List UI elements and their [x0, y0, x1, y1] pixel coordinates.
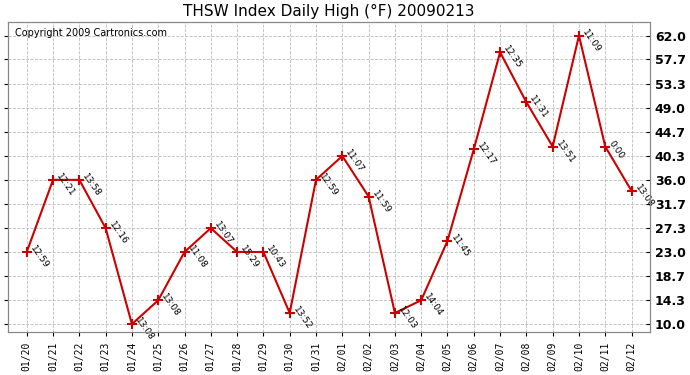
Text: 11:09: 11:09: [580, 28, 602, 54]
Title: THSW Index Daily High (°F) 20090213: THSW Index Daily High (°F) 20090213: [184, 4, 475, 19]
Text: 11:31: 11:31: [528, 94, 550, 121]
Text: 12:21: 12:21: [55, 172, 77, 198]
Text: 12:03: 12:03: [396, 305, 418, 332]
Text: 12:59: 12:59: [317, 172, 339, 198]
Text: 11:45: 11:45: [449, 233, 471, 259]
Text: 13:08: 13:08: [159, 292, 182, 319]
Text: 0:00: 0:00: [607, 139, 626, 160]
Text: 13:08: 13:08: [133, 316, 155, 342]
Text: Copyright 2009 Cartronics.com: Copyright 2009 Cartronics.com: [14, 28, 167, 38]
Text: 12:17: 12:17: [475, 141, 497, 168]
Text: 12:59: 12:59: [28, 244, 50, 270]
Text: 13:52: 13:52: [291, 305, 313, 332]
Text: 12:35: 12:35: [502, 44, 524, 70]
Text: 15:29: 15:29: [239, 244, 261, 270]
Text: 13:58: 13:58: [81, 172, 103, 198]
Text: 13:07: 13:07: [213, 220, 235, 246]
Text: 11:59: 11:59: [370, 189, 392, 215]
Text: 12:16: 12:16: [107, 220, 129, 246]
Text: 10:43: 10:43: [265, 244, 287, 270]
Text: 13:08: 13:08: [633, 183, 656, 209]
Text: 11:07: 11:07: [344, 148, 366, 174]
Text: 11:08: 11:08: [186, 244, 208, 270]
Text: 14:04: 14:04: [422, 292, 444, 318]
Text: 13:51: 13:51: [554, 139, 576, 165]
